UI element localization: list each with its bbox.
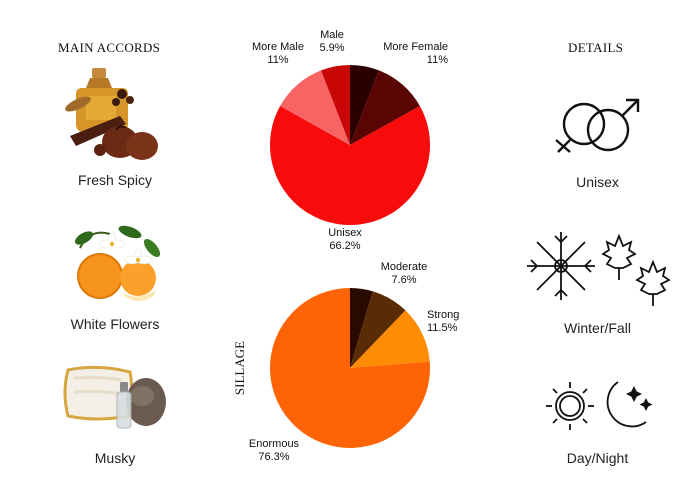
gender-slice-more-male (280, 70, 350, 145)
sillage-slice-name: Moderate (381, 261, 427, 273)
snowflake-maple-leaf-icon (526, 232, 671, 306)
accord-musky: Musky (40, 362, 190, 466)
gender-slice-female (350, 65, 379, 145)
gender-slice-more-female (350, 70, 420, 145)
gender-slice-percent: 11% (267, 54, 288, 66)
detail-gender: Unisex (510, 92, 685, 190)
detail-label: Winter/Fall (564, 320, 631, 336)
detail-label: Unisex (576, 174, 619, 190)
sillage-slice-percent: 76.3% (258, 451, 289, 460)
detail-label: Day/Night (566, 450, 629, 466)
sillage-slice-weak (350, 288, 373, 368)
sillage-slice-strong (350, 310, 430, 368)
gender-symbols-icon (554, 98, 639, 153)
accord-white-flowers: White Flowers (40, 218, 190, 332)
gender-slice-name: More Male (252, 41, 304, 53)
gender-slice-unisex (270, 106, 430, 225)
detail-time: Day/Night (510, 376, 685, 466)
accord-label: White Flowers (70, 316, 160, 332)
gender-slice-name: More Female (383, 41, 448, 53)
detail-season: Winter/Fall (510, 228, 685, 336)
gender-slice-male (321, 65, 350, 145)
gender-slice-name: Unisex (328, 227, 362, 239)
accord-fresh-spicy: Fresh Spicy (40, 64, 190, 188)
accord-label: Fresh Spicy (78, 172, 152, 188)
gender-slice-percent: 11% (427, 54, 448, 66)
sun-moon-icon (545, 381, 653, 430)
gender-slice-percent: 5.9% (319, 42, 344, 54)
sillage-slice-name: Strong (427, 309, 459, 321)
sillage-slice-percent: 11.5% (427, 322, 458, 334)
gender-slice-name: Male (320, 29, 344, 41)
clove-spice-icon (65, 68, 158, 160)
sillage-slice-name: Enormous (249, 438, 300, 450)
musk-icon (63, 365, 166, 429)
accord-label: Musky (94, 450, 136, 466)
main-accords-title: MAIN ACCORDS (58, 40, 161, 55)
sillage-slice-percent: 7.6% (391, 274, 416, 286)
gender-slice-percent: 66.2% (329, 240, 360, 252)
orange-blossom-icon (74, 225, 161, 301)
sillage-slice-enormous (270, 288, 430, 448)
details-title: DETAILS (568, 40, 624, 55)
sillage-chart-title: SILLAGE (232, 341, 247, 395)
sillage-slice-moderate (350, 291, 406, 368)
